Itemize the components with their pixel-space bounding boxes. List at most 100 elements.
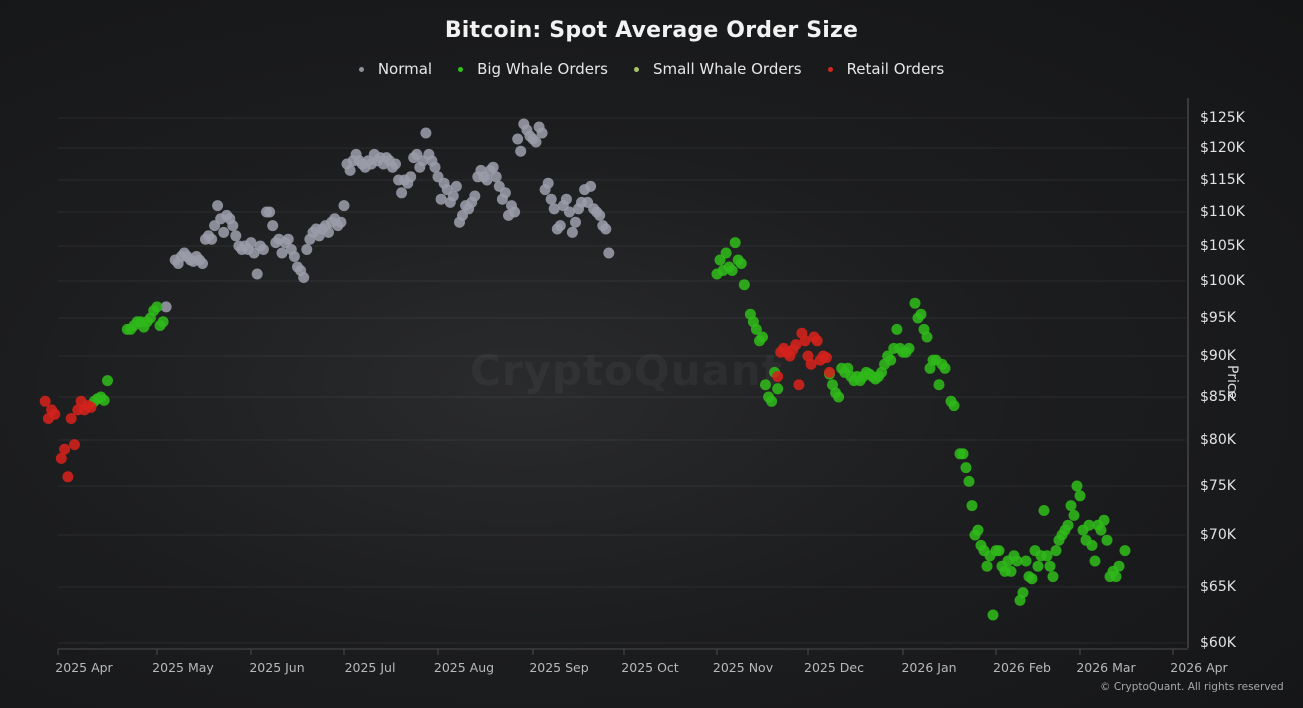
data-point[interactable] — [264, 206, 276, 218]
data-point[interactable] — [390, 158, 401, 170]
data-point[interactable] — [298, 272, 310, 283]
data-point[interactable] — [98, 394, 110, 406]
data-point[interactable] — [344, 164, 356, 176]
data-point[interactable] — [1110, 571, 1122, 583]
data-point[interactable] — [738, 279, 750, 291]
data-point[interactable] — [267, 220, 279, 232]
data-point[interactable] — [509, 206, 521, 218]
data-point[interactable] — [1062, 519, 1074, 531]
data-point[interactable] — [720, 247, 732, 259]
data-point[interactable] — [1098, 514, 1110, 526]
data-point[interactable] — [469, 190, 481, 202]
data-point[interactable] — [563, 206, 575, 218]
legend-item-small-whale[interactable]: Small Whale Orders — [633, 60, 802, 78]
data-point[interactable] — [1038, 505, 1050, 516]
data-point[interactable] — [85, 401, 97, 413]
data-point[interactable] — [65, 413, 77, 424]
data-point[interactable] — [1047, 571, 1059, 583]
data-point[interactable] — [545, 193, 557, 205]
data-point[interactable] — [772, 383, 784, 395]
data-point[interactable] — [230, 230, 242, 242]
data-point[interactable] — [560, 193, 572, 205]
data-point[interactable] — [481, 174, 493, 186]
data-point[interactable] — [729, 237, 741, 249]
data-point[interactable] — [396, 187, 408, 199]
data-point[interactable] — [948, 400, 960, 412]
data-point[interactable] — [335, 216, 347, 228]
data-point[interactable] — [69, 439, 80, 451]
data-point[interactable] — [805, 358, 817, 370]
data-point[interactable] — [585, 180, 597, 192]
data-point[interactable] — [921, 331, 933, 343]
data-point[interactable] — [833, 391, 845, 403]
legend-item-normal[interactable]: Normal — [358, 60, 432, 78]
data-point[interactable] — [227, 220, 239, 232]
data-point[interactable] — [909, 297, 921, 309]
data-point[interactable] — [62, 471, 74, 483]
data-point[interactable] — [939, 362, 951, 374]
data-point[interactable] — [1068, 509, 1080, 521]
data-point[interactable] — [820, 352, 832, 364]
legend-item-big-whale[interactable]: Big Whale Orders — [458, 60, 608, 78]
data-point[interactable] — [536, 127, 548, 139]
data-point[interactable] — [554, 220, 566, 232]
data-point[interactable] — [915, 308, 927, 320]
data-point[interactable] — [793, 379, 805, 391]
data-point[interactable] — [257, 244, 269, 255]
data-point[interactable] — [512, 133, 524, 145]
data-point[interactable] — [206, 233, 218, 245]
data-point[interactable] — [1095, 524, 1107, 536]
data-point[interactable] — [1041, 550, 1053, 562]
data-point[interactable] — [59, 443, 71, 455]
data-point[interactable] — [288, 251, 300, 262]
data-point[interactable] — [993, 545, 1005, 557]
data-point[interactable] — [49, 408, 61, 420]
data-point[interactable] — [542, 177, 554, 189]
data-point[interactable] — [447, 190, 459, 202]
data-point[interactable] — [212, 200, 224, 212]
data-point[interactable] — [420, 127, 432, 139]
data-point[interactable] — [218, 226, 230, 238]
data-point[interactable] — [903, 342, 915, 354]
data-point[interactable] — [1050, 545, 1062, 557]
data-point[interactable] — [987, 609, 999, 621]
data-point[interactable] — [1020, 555, 1032, 567]
data-point[interactable] — [1113, 560, 1125, 572]
data-point[interactable] — [197, 258, 208, 269]
data-point[interactable] — [966, 500, 978, 512]
data-point[interactable] — [405, 171, 417, 183]
data-point[interactable] — [891, 323, 903, 335]
data-point[interactable] — [981, 560, 993, 572]
data-point[interactable] — [824, 366, 835, 378]
data-point[interactable] — [1086, 539, 1098, 551]
data-point[interactable] — [594, 209, 606, 221]
data-point[interactable] — [1026, 573, 1038, 585]
data-point[interactable] — [933, 379, 945, 391]
data-point[interactable] — [251, 268, 263, 280]
data-point[interactable] — [1044, 560, 1056, 572]
data-point[interactable] — [435, 193, 447, 205]
data-point[interactable] — [1101, 534, 1113, 546]
data-point[interactable] — [1074, 490, 1086, 502]
data-point[interactable] — [1011, 555, 1023, 567]
data-point[interactable] — [1089, 555, 1101, 567]
data-point[interactable] — [55, 452, 67, 464]
data-point[interactable] — [1005, 565, 1017, 577]
data-point[interactable] — [157, 316, 169, 328]
data-point[interactable] — [757, 331, 768, 343]
data-point[interactable] — [735, 258, 747, 269]
legend-item-retail[interactable]: Retail Orders — [827, 60, 944, 78]
data-point[interactable] — [766, 395, 778, 407]
data-point[interactable] — [772, 371, 784, 382]
data-point[interactable] — [276, 247, 288, 259]
data-point[interactable] — [515, 145, 527, 157]
data-point[interactable] — [1119, 545, 1131, 557]
data-point[interactable] — [790, 339, 802, 351]
data-point[interactable] — [885, 354, 897, 366]
data-point[interactable] — [282, 233, 294, 245]
data-point[interactable] — [323, 226, 334, 238]
data-point[interactable] — [760, 379, 771, 391]
data-point[interactable] — [1032, 560, 1044, 572]
data-point[interactable] — [750, 323, 762, 335]
